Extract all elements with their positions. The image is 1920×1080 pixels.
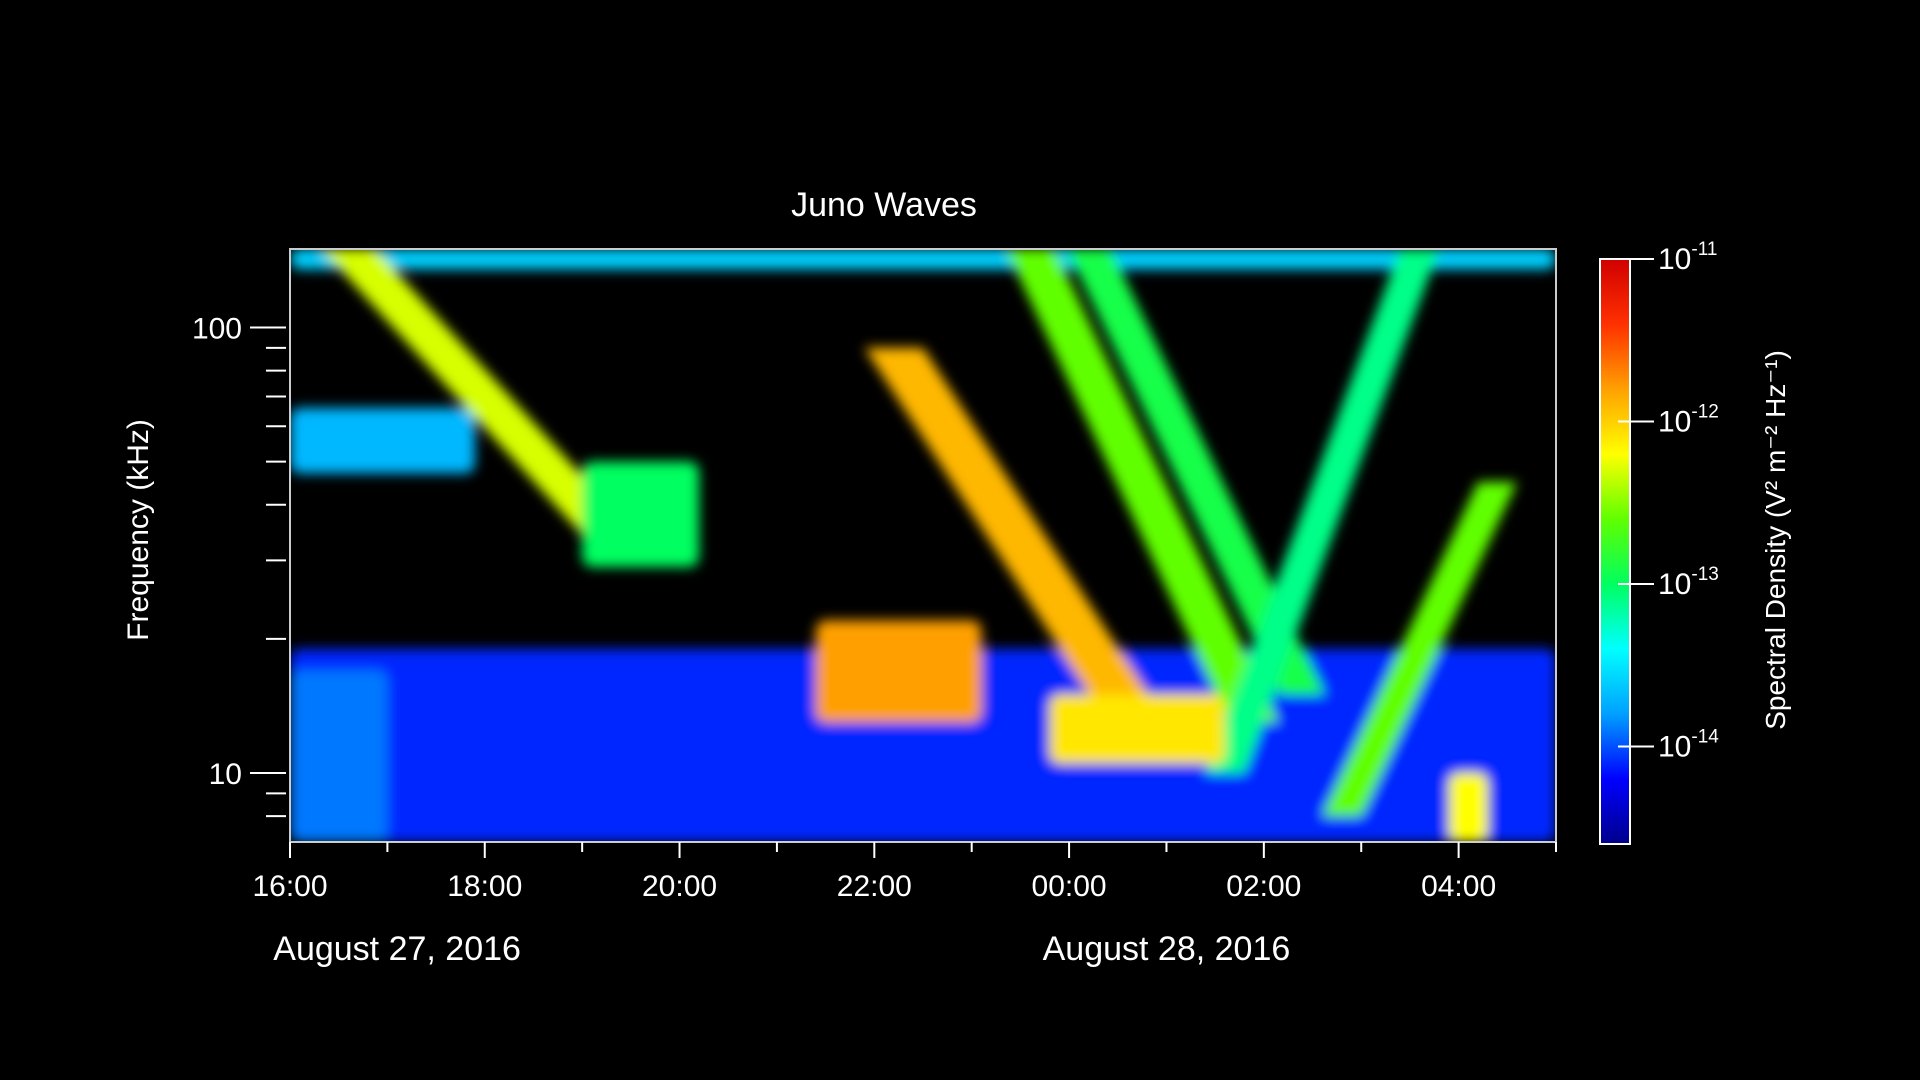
x-tick-label: 22:00 <box>837 870 912 903</box>
x-tick-label: 02:00 <box>1226 870 1301 903</box>
spectral-region <box>290 249 1556 270</box>
spectral-arc <box>1205 249 1440 773</box>
y-tick-label: 10 <box>209 758 242 791</box>
spectral-arc <box>1322 481 1518 817</box>
x-tick-label: 16:00 <box>252 870 327 903</box>
y-axis-label: Frequency (kHz) <box>122 419 155 641</box>
colorbar-tick-label: 10-11 <box>1658 239 1717 276</box>
spectral-region <box>815 620 982 723</box>
date-label: August 27, 2016 <box>273 930 521 968</box>
colorbar-label: Spectral Density (V² m⁻² Hz⁻¹) <box>1760 350 1791 730</box>
y-tick-label: 100 <box>192 312 242 345</box>
colorbar: 10-11 10-12 10-13 10-14 Spectral Density (V… <box>1599 239 1791 845</box>
spectral-arc <box>1066 249 1325 695</box>
colorbar-ticks: 10-11 10-12 10-13 10-14 <box>1618 239 1719 764</box>
colorbar-tick-label: 10-12 <box>1658 402 1719 439</box>
colorbar-tick-label: 10-14 <box>1658 727 1719 764</box>
plot-frame <box>289 248 1557 843</box>
spectral-arc <box>321 249 648 548</box>
chart-title: Juno Waves <box>791 186 977 224</box>
plot-area <box>289 248 1557 843</box>
spectral-region <box>290 670 388 842</box>
date-label: August 28, 2016 <box>1043 930 1291 968</box>
x-tick-label: 20:00 <box>642 870 717 903</box>
date-labels: August 27, 2016 August 28, 2016 <box>273 930 1290 968</box>
x-tick-label: 04:00 <box>1421 870 1496 903</box>
spectral-region <box>1049 694 1225 764</box>
x-tick-label: 18:00 <box>447 870 522 903</box>
x-tick-label: 00:00 <box>1032 870 1107 903</box>
y-axis: 10 100 <box>192 312 286 818</box>
spectral-features <box>290 249 1556 842</box>
spectral-region <box>582 461 700 567</box>
spectral-arc <box>864 347 1177 738</box>
x-axis: 16:00 18:00 20:00 22:00 00:00 02:00 04:00 <box>252 842 1557 903</box>
spectral-arc <box>1005 249 1279 723</box>
colorbar-gradient <box>1599 258 1631 845</box>
spectral-region <box>290 407 476 474</box>
colorbar-tick-label: 10-13 <box>1658 564 1719 601</box>
spectral-region <box>1448 772 1488 842</box>
